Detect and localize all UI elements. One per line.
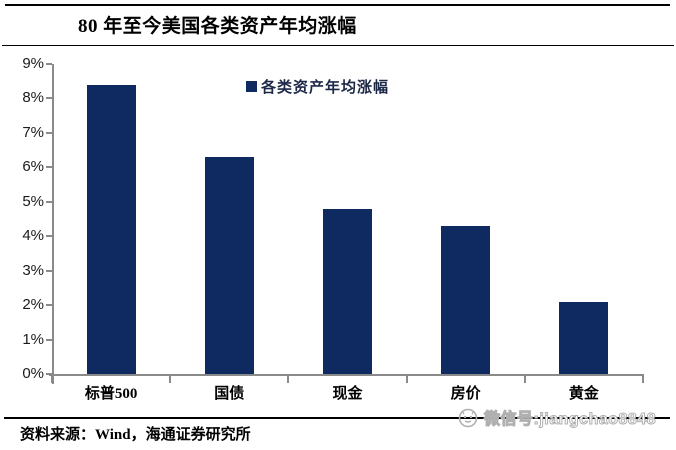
y-axis-tick-label: 1%: [22, 330, 44, 348]
bar-黄金: [559, 301, 609, 374]
y-axis-tick: [46, 131, 52, 134]
y-axis-tick-label: 4%: [22, 227, 44, 245]
x-axis-tick: [51, 374, 53, 383]
bar-现金: [323, 208, 372, 374]
x-axis: [49, 374, 643, 376]
bar-房价: [441, 225, 491, 374]
y-axis-tick: [46, 166, 52, 169]
y-axis-tick: [46, 373, 52, 375]
wechat-watermark: 微信号:jiangchao8848: [456, 405, 656, 429]
legend-label: 各类资产年均涨幅: [261, 79, 390, 96]
y-axis-tick: [46, 338, 52, 341]
y-axis-tick: [46, 304, 52, 307]
y-axis-tick-label: 5%: [22, 192, 44, 210]
y-axis-tick-label: 6%: [22, 158, 44, 176]
watermark-text: 微信号:jiangchao8848: [483, 411, 657, 429]
x-axis-tick: [287, 374, 290, 383]
bar-标普500: [86, 84, 136, 374]
y-axis: [52, 64, 54, 384]
y-axis-tick: [46, 97, 52, 100]
legend-swatch-icon: [246, 80, 257, 92]
data-source-note: 资料来源：Wind，海通证券研究所: [20, 427, 251, 443]
y-axis-tick: [46, 235, 52, 238]
chart-legend: 各类资产年均涨幅: [246, 77, 390, 96]
top-border-line: [5, 4, 670, 6]
x-axis-tick: [642, 374, 644, 383]
y-axis-tick-label: 8%: [22, 89, 44, 107]
footer-separator-line: [4, 417, 670, 419]
y-axis-tick: [46, 200, 52, 203]
y-axis-tick: [46, 63, 52, 65]
bar-国债: [204, 157, 254, 374]
x-axis-category-label: 现金: [332, 386, 363, 402]
y-axis-tick-label: 3%: [22, 261, 44, 279]
chart-title: 80 年至今美国各类资产年均涨幅: [78, 16, 357, 37]
x-axis-category-label: 黄金: [568, 386, 599, 402]
x-axis-category-label: 房价: [450, 386, 481, 402]
x-axis-category-label: 国债: [214, 386, 245, 402]
x-axis-category-label: 标普500: [84, 386, 138, 402]
y-axis-tick-label: 9%: [22, 55, 44, 72]
y-axis-tick: [46, 269, 52, 272]
x-axis-tick: [523, 374, 526, 383]
y-axis-tick-label: 7%: [22, 123, 44, 141]
x-axis-tick: [169, 374, 172, 383]
face-icon: [458, 408, 478, 428]
title-underline: [2, 45, 674, 46]
y-axis-tick-label: 2%: [22, 296, 44, 314]
x-axis-tick: [405, 374, 408, 383]
y-axis-tick-label: 0%: [22, 365, 44, 382]
